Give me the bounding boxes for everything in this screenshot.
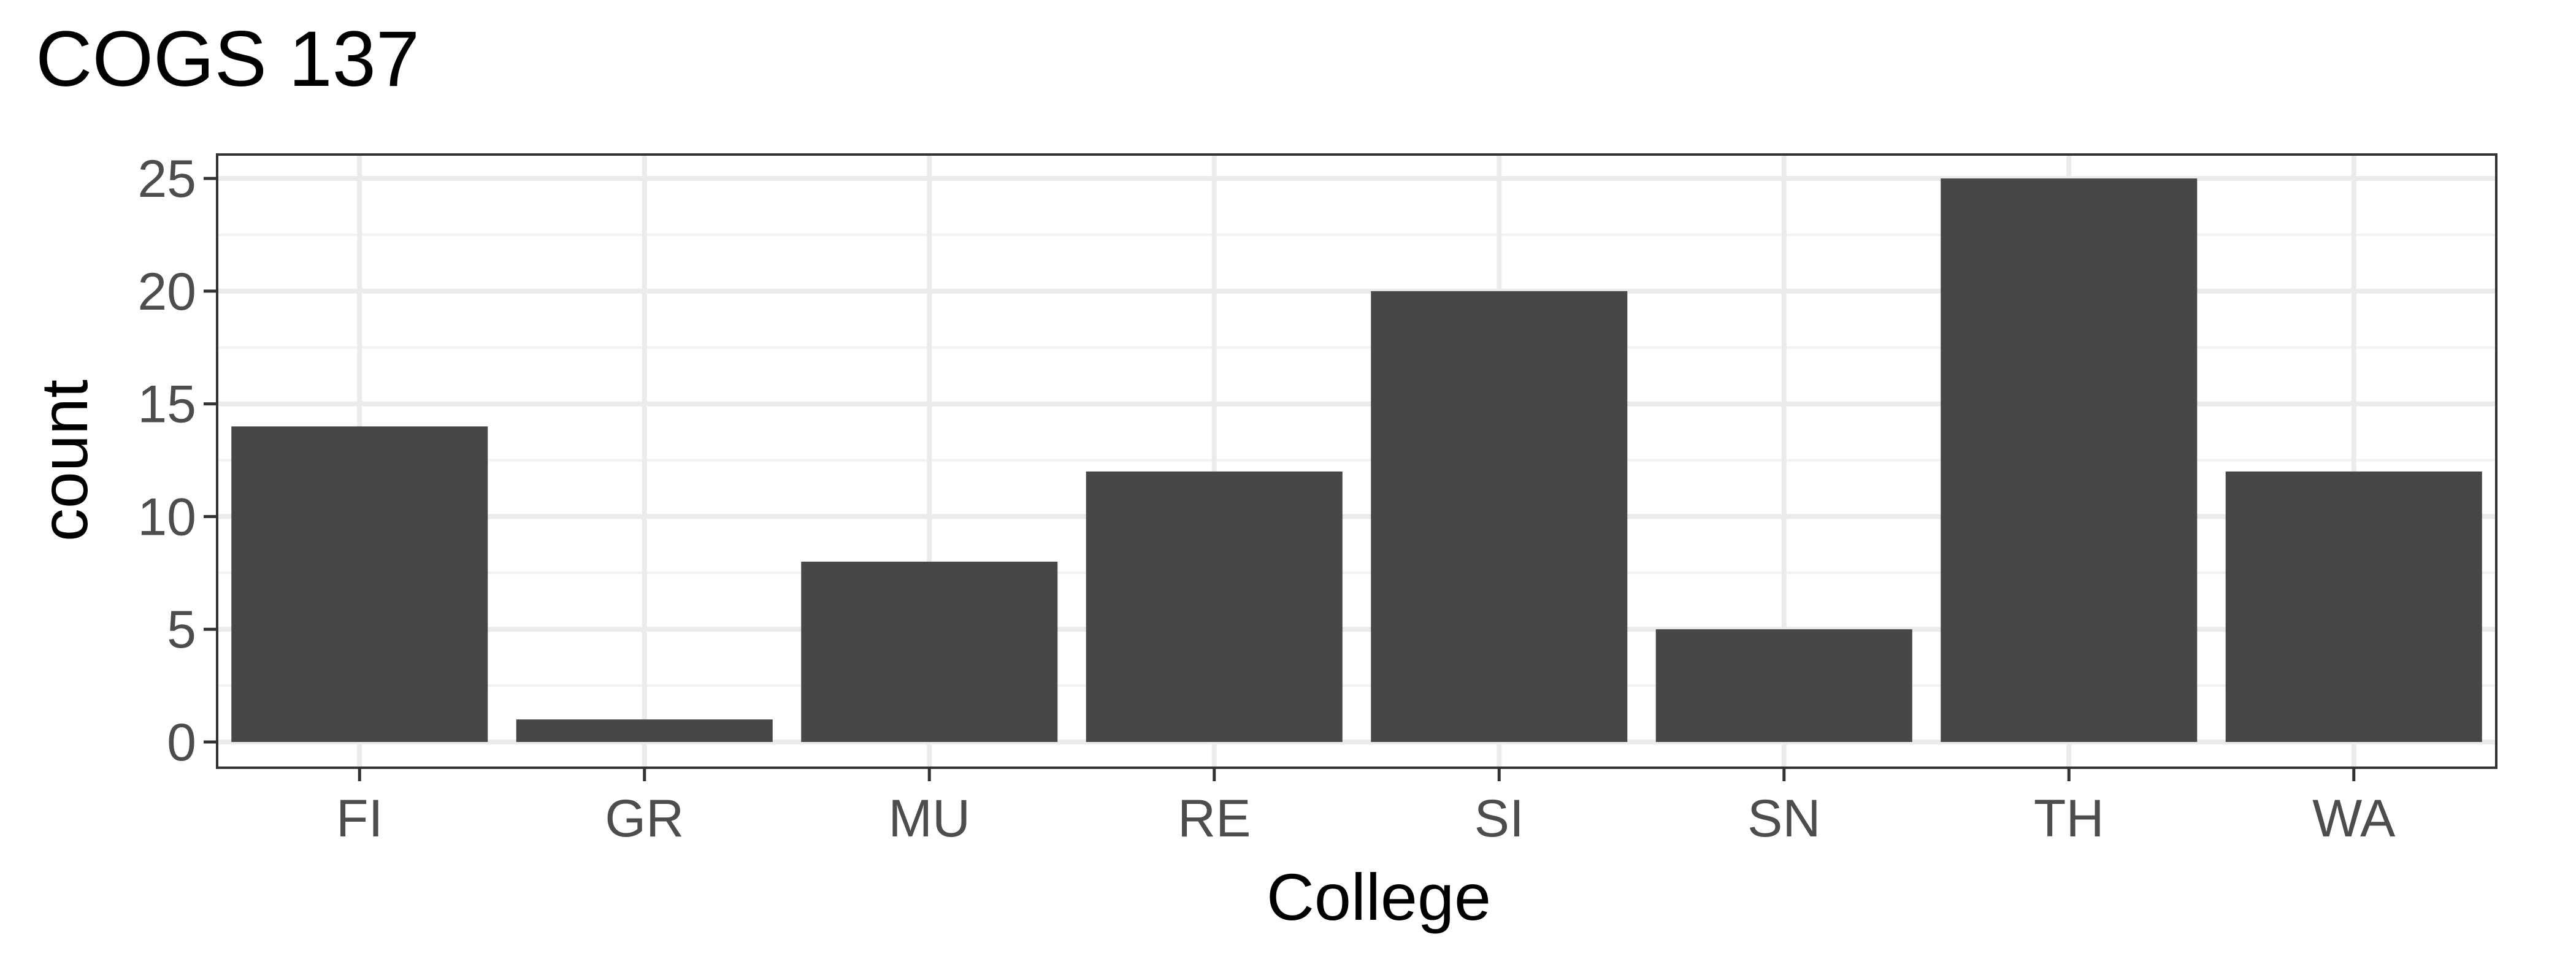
bar-mu <box>801 561 1058 742</box>
y-tick-label: 0 <box>167 713 196 772</box>
y-tick-label: 15 <box>137 375 196 434</box>
x-tick-label: SI <box>1474 789 1524 848</box>
bar-wa <box>2225 471 2482 742</box>
x-tick-label: SN <box>1747 789 1820 848</box>
x-tick-label: TH <box>2034 789 2104 848</box>
x-axis-title: College <box>1267 860 1491 934</box>
bar-layer <box>231 178 2482 742</box>
bar-fi <box>231 426 488 742</box>
bar-th <box>1941 178 2198 742</box>
bar-gr <box>516 719 773 742</box>
bar-sn <box>1655 629 1912 742</box>
y-tick-label: 20 <box>137 262 196 321</box>
x-tick-label: MU <box>888 789 970 848</box>
x-axis: FI GR MU RE SI SN TH WA <box>336 768 2396 848</box>
x-tick-label: RE <box>1178 789 1251 848</box>
x-tick-label: WA <box>2312 789 2396 848</box>
y-tick-label: 5 <box>167 600 196 659</box>
x-tick-label: GR <box>605 789 684 848</box>
x-tick-label: FI <box>336 789 383 848</box>
y-axis: 0 5 10 15 20 25 <box>137 150 217 772</box>
y-tick-label: 25 <box>137 150 196 208</box>
bar-re <box>1086 471 1343 742</box>
y-axis-title: count <box>27 380 101 541</box>
panel-border <box>216 153 2497 769</box>
chart-title: COGS 137 <box>36 15 420 103</box>
y-tick-label: 10 <box>137 488 196 546</box>
bar-si <box>1371 291 1628 742</box>
